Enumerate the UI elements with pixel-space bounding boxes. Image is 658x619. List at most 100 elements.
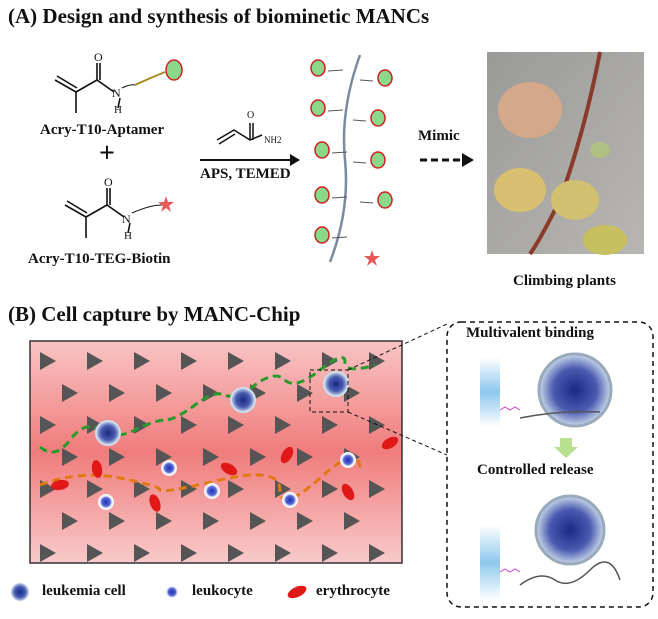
erythrocyte	[280, 446, 294, 464]
atom-n: N	[122, 212, 131, 226]
leukemia-cell	[230, 387, 256, 413]
pillar-triangle	[109, 384, 125, 402]
erythrocyte	[51, 479, 69, 491]
pillar-triangle	[40, 544, 56, 562]
pillar-triangle	[228, 544, 244, 562]
inset-top-label: Multivalent binding	[466, 325, 594, 341]
erythrocyte	[149, 494, 161, 512]
legend-leukocyte: leukocyte	[192, 583, 253, 599]
linker	[331, 236, 348, 239]
pillar-triangle	[322, 544, 338, 562]
blood-flow-path	[39, 456, 362, 501]
leukemia-cell-icon	[11, 583, 29, 601]
linker	[331, 196, 348, 199]
zoom-region-box	[309, 369, 349, 413]
atom-n: N	[112, 86, 121, 100]
released-leukemia-cell	[534, 494, 606, 566]
leukocyte	[340, 452, 356, 468]
pillar-triangle	[203, 512, 219, 530]
aptamer-icon	[370, 109, 386, 127]
pillar-triangle	[62, 384, 78, 402]
pillar-triangle	[109, 448, 125, 466]
inset-bottom-label: Controlled release	[477, 462, 594, 478]
reaction-conditions: APS, TEMED	[200, 166, 291, 182]
pillar-triangle	[87, 352, 103, 370]
pillar-triangle	[203, 448, 219, 466]
aptamer-icon	[370, 151, 386, 169]
linker	[327, 69, 344, 72]
pillar-triangle	[297, 448, 313, 466]
leukocyte	[204, 483, 220, 499]
pillar-triangle	[322, 416, 338, 434]
monomer1-label: Acry-T10-Aptamer	[40, 122, 165, 138]
pillar-triangle	[181, 416, 197, 434]
section-b-title: (B) Cell capture by MANC-Chip	[8, 302, 301, 326]
pillar-triangle	[156, 384, 172, 402]
atom-h: H	[124, 230, 132, 242]
pillar-triangle	[87, 416, 103, 434]
atom-o: O	[94, 50, 103, 64]
erythrocyte	[341, 483, 355, 501]
pillar-triangle	[62, 512, 78, 530]
pillar-triangle	[134, 352, 150, 370]
pillar-triangle	[250, 512, 266, 530]
pillar-triangle	[228, 480, 244, 498]
biotin-star-icon	[364, 250, 380, 266]
pillar-triangle	[87, 544, 103, 562]
pillar-triangle	[369, 480, 385, 498]
linker	[352, 161, 367, 164]
section-a-title: (A) Design and synthesis of biominetic M…	[8, 4, 430, 28]
pillar-triangle	[369, 544, 385, 562]
pillar-triangle	[322, 480, 338, 498]
linker	[331, 151, 348, 154]
legend-leukemia-cell: leukemia cell	[42, 583, 126, 599]
linker	[359, 201, 374, 204]
pillar-triangle	[250, 448, 266, 466]
erythrocyte	[381, 436, 399, 450]
atom-o: O	[247, 110, 255, 121]
pillar-triangle	[297, 512, 313, 530]
pillar-triangle	[369, 352, 385, 370]
pillar-triangle	[228, 416, 244, 434]
down-arrow-icon	[554, 438, 578, 458]
pillar-triangle	[134, 544, 150, 562]
pillar-triangle	[181, 352, 197, 370]
pillar-triangle	[156, 512, 172, 530]
leukocyte	[161, 460, 177, 476]
biotin-star-icon	[158, 196, 174, 212]
leukocyte-icon	[165, 585, 179, 599]
mimic-label: Mimic	[418, 128, 460, 144]
pillar-triangle	[275, 352, 291, 370]
plus-sign: +	[99, 138, 115, 169]
erythrocyte	[220, 462, 238, 476]
atom-o: O	[104, 175, 113, 189]
pillar-triangle	[181, 544, 197, 562]
erythrocyte-icon	[287, 585, 307, 599]
aptamer-icon	[314, 226, 330, 244]
reaction-arrow	[200, 154, 300, 166]
pillar-triangle	[275, 544, 291, 562]
mechanism-inset	[446, 321, 654, 608]
pillar-triangle	[297, 384, 313, 402]
pillar-triangle	[134, 480, 150, 498]
aptamer-icon	[314, 186, 330, 204]
pillar-triangle	[344, 512, 360, 530]
pillar-triangle	[181, 480, 197, 498]
climbing-plants-photo	[487, 51, 644, 256]
aptamer-icon	[310, 99, 326, 117]
linker	[352, 119, 367, 122]
bound-leukemia-cell	[537, 352, 613, 428]
pillar-triangle	[156, 448, 172, 466]
linker	[327, 109, 344, 112]
acry-biotin-structure	[64, 188, 174, 238]
acrylamide-nh2: NH2	[264, 135, 282, 145]
pillar-triangle	[109, 512, 125, 530]
photo-caption: Climbing plants	[513, 273, 616, 289]
mimic-arrow	[420, 153, 474, 167]
pillar-triangle	[228, 352, 244, 370]
pillar-triangle	[62, 448, 78, 466]
leukemia-cell	[95, 420, 121, 446]
leukocyte	[98, 494, 114, 510]
